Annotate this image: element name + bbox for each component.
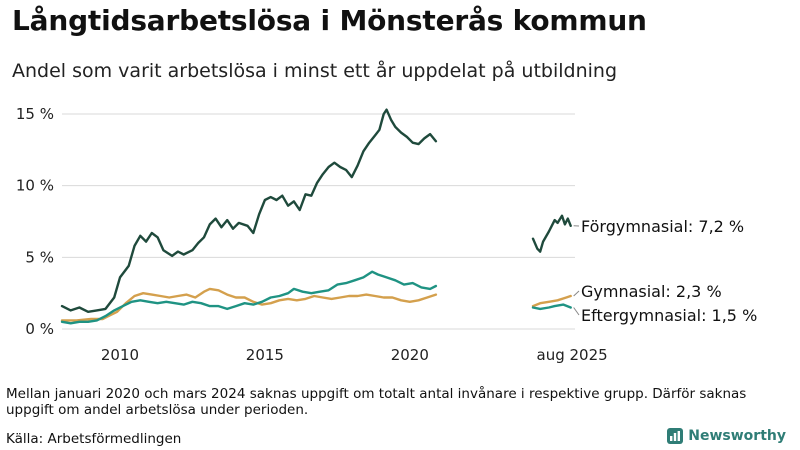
- y-tick-label: 10 %: [16, 177, 54, 195]
- chart-subtitle: Andel som varit arbetslösa i minst ett å…: [12, 60, 618, 82]
- series-line-eftergymnasial-2: [531, 303, 572, 311]
- chart-title: Långtidsarbetslösa i Mönsterås kommun: [12, 4, 647, 37]
- source-note: Källa: Arbetsförmedlingen: [6, 431, 182, 447]
- x-tick-label: 2010: [101, 346, 139, 364]
- footnote: Mellan januari 2020 och mars 2024 saknas…: [6, 386, 747, 418]
- bar-chart-icon: [667, 428, 684, 444]
- series-end-labels: Förgymnasial: 7,2 % Gymnasial: 2,3 % Efter…: [573, 217, 757, 325]
- x-axis-ticks: 2010 2015 2020 aug 2025: [101, 346, 608, 364]
- series-line-forgymnasial-2: [531, 214, 572, 253]
- series-line-gymnasial-2: [531, 294, 572, 308]
- end-label-eftergymnasial: Eftergymnasial: 1,5 %: [581, 306, 757, 325]
- series-line-forgymnasial-1: [60, 108, 438, 313]
- series-line-eftergymnasial-1: [60, 270, 438, 325]
- brand-logo: Newsworthy: [667, 428, 786, 444]
- y-axis-ticks: 0 % 5 % 10 % 15 %: [16, 105, 54, 338]
- series-line-gymnasial-1: [60, 287, 438, 322]
- end-label-forgymnasial: Förgymnasial: 7,2 %: [581, 217, 744, 236]
- series-lines: [60, 108, 572, 325]
- brand-name: Newsworthy: [688, 428, 786, 444]
- x-tick-label: 2020: [391, 346, 429, 364]
- x-tick-label: 2015: [246, 346, 284, 364]
- leader-line-gymnasial: [573, 290, 580, 297]
- end-label-gymnasial: Gymnasial: 2,3 %: [581, 282, 722, 301]
- gridlines: [62, 113, 575, 330]
- leader-line-eftergymnasial: [573, 307, 580, 316]
- y-tick-label: 15 %: [16, 105, 54, 123]
- x-tick-label: aug 2025: [537, 346, 608, 364]
- y-tick-label: 5 %: [25, 248, 54, 266]
- y-tick-label: 0 %: [25, 320, 54, 338]
